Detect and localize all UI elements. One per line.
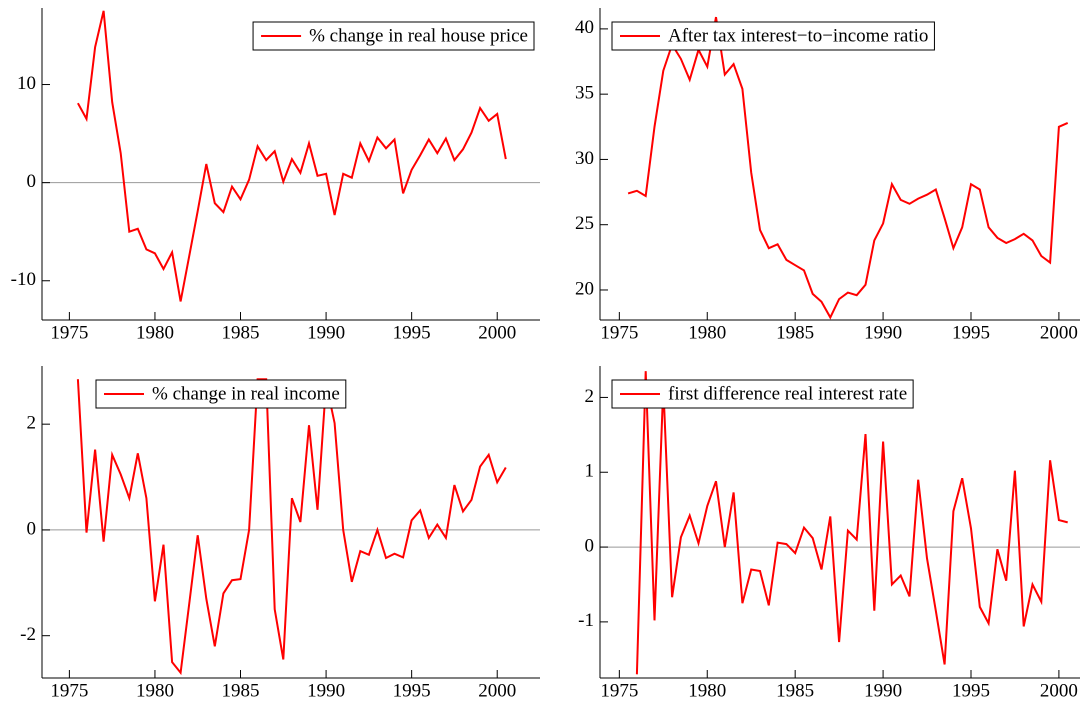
x-tick-label: 1985 [776, 322, 814, 343]
y-tick-label: 0 [27, 518, 37, 539]
panel: 1975 1980 1985 1990 1995 2000 -10 0 10 % change i… [11, 8, 540, 343]
legend-box [611, 379, 914, 409]
y-tick-label: 10 [17, 73, 36, 94]
x-tick-label: 1995 [393, 680, 431, 701]
x-tick-label: 1980 [688, 322, 726, 343]
y-tick-label: 40 [575, 17, 594, 38]
x-tick-label: 1990 [864, 680, 902, 701]
y-tick-label: -10 [11, 269, 36, 290]
legend-label: % change in real house price [309, 25, 528, 46]
x-tick-label: 1985 [222, 322, 260, 343]
x-tick-label: 1985 [776, 680, 814, 701]
x-tick-label: 2000 [1040, 322, 1078, 343]
y-tick-label: 2 [585, 386, 595, 407]
data-line [635, 371, 1068, 675]
legend-box [611, 21, 935, 51]
x-tick-label: 1975 [600, 680, 638, 701]
x-tick-label: 1990 [864, 322, 902, 343]
x-tick-label: 1975 [600, 322, 638, 343]
panel: 1975 1980 1985 1990 1995 2000 -1 0 1 2 first diffe… [578, 366, 1080, 701]
panel: 1975 1980 1985 1990 1995 2000 20 25 30 35 40 After … [575, 8, 1080, 343]
x-tick-label: 1975 [50, 322, 88, 343]
x-tick-label: 2000 [478, 680, 516, 701]
y-tick-label: 30 [575, 148, 594, 169]
x-tick-label: 1985 [222, 680, 260, 701]
x-tick-label: 1995 [393, 322, 431, 343]
panel: 1975 1980 1985 1990 1995 2000 -2 0 2 % change in … [20, 366, 540, 701]
x-tick-label: 1980 [136, 322, 174, 343]
y-tick-label: 20 [575, 278, 594, 299]
legend: After tax interest−to−income ratio [611, 21, 935, 51]
data-line [627, 16, 1069, 320]
y-tick-label: 0 [585, 535, 595, 556]
y-tick-label: -2 [20, 624, 36, 645]
x-tick-label: 1980 [688, 680, 726, 701]
data-line [76, 378, 507, 676]
legend-label: % change in real income [152, 383, 340, 404]
x-tick-label: 1975 [50, 680, 88, 701]
x-tick-label: 1990 [307, 680, 345, 701]
y-tick-label: 1 [585, 461, 595, 482]
legend: first difference real interest rate [611, 379, 914, 409]
legend-label: After tax interest−to−income ratio [668, 25, 928, 46]
x-tick-label: 1995 [952, 680, 990, 701]
legend: % change in real income [95, 379, 347, 409]
x-tick-label: 1990 [307, 322, 345, 343]
x-tick-label: 1995 [952, 322, 990, 343]
y-tick-label: -1 [578, 610, 594, 631]
x-tick-label: 2000 [1040, 680, 1078, 701]
y-tick-label: 25 [575, 213, 594, 234]
x-tick-label: 2000 [478, 322, 516, 343]
x-tick-label: 1980 [136, 680, 174, 701]
y-tick-label: 2 [27, 413, 37, 434]
y-tick-label: 0 [27, 171, 37, 192]
data-line [77, 10, 507, 302]
y-tick-label: 35 [575, 83, 594, 104]
legend-label: first difference real interest rate [668, 383, 907, 404]
legend: % change in real house price [252, 21, 535, 51]
